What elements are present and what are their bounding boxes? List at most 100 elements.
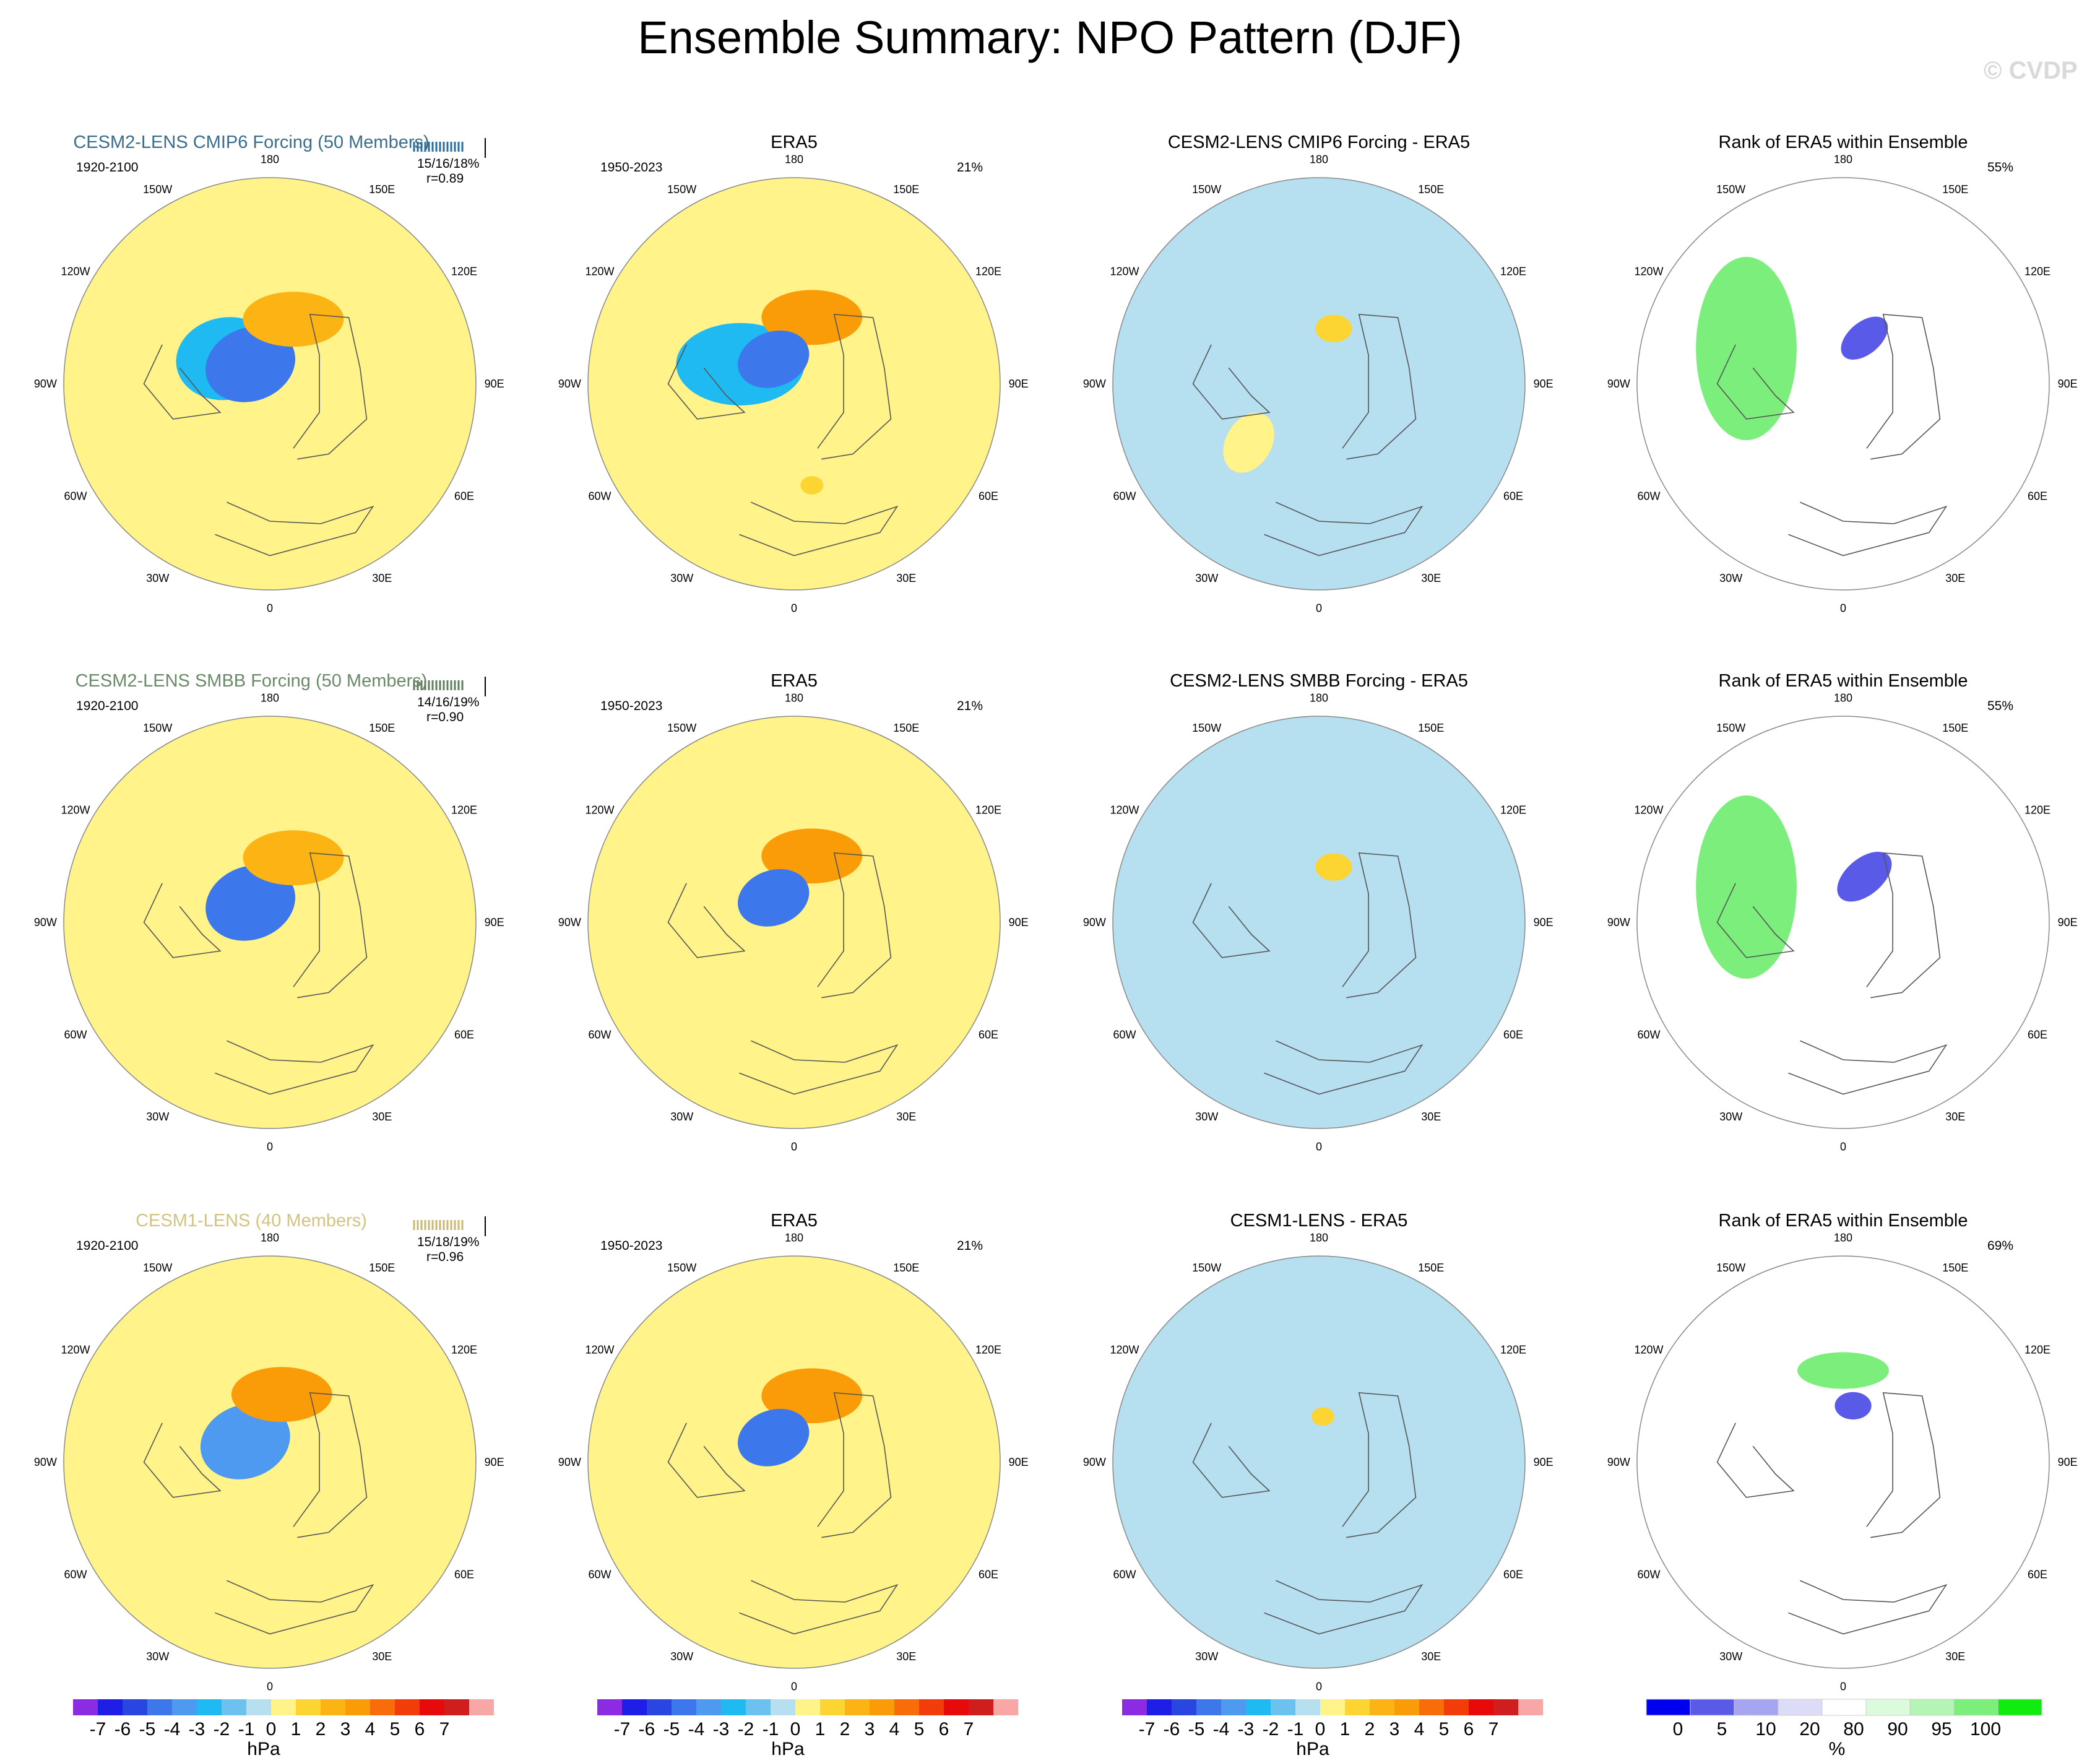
map-background [1113, 716, 1525, 1128]
colorbar-tick: -4 [164, 1719, 181, 1739]
colorbar-tick: -3 [713, 1719, 730, 1739]
colorbar-tick: 1 [291, 1719, 301, 1739]
lon-label-60w: 60W [1637, 490, 1660, 502]
colorbar-swatch [894, 1699, 919, 1715]
coast-3 [1264, 1580, 1424, 1635]
lon-label-150w: 150W [1716, 183, 1745, 196]
colorbar-tick: -6 [1164, 1719, 1180, 1739]
lon-label-120e: 120E [1500, 1344, 1526, 1356]
colorbar-hpa-2: -7 -6 -5 -4 -3 -2 -1 0 1 2 3 4 5 6 7 hPa [597, 1699, 1018, 1759]
colorbar-tick: -7 [90, 1719, 106, 1739]
coast-1 [143, 344, 222, 420]
model-stats: 15/18/19% [417, 1235, 479, 1249]
longitude-labels: 180 150E 120E 90E 60E 30E 0 30W 60W 90W 120W 150W [1083, 691, 1553, 1153]
colorbar-swatch [622, 1699, 647, 1715]
rank-swatch [1997, 1699, 2042, 1716]
coast-2 [1342, 313, 1417, 460]
colorbar-swatch [969, 1699, 993, 1715]
colorbar-tick: -6 [639, 1719, 655, 1739]
lon-label-0: 0 [267, 1141, 273, 1153]
lon-label-30w: 30W [1195, 1650, 1218, 1663]
lon-label-180: 180 [1834, 691, 1852, 704]
colorbar-swatch [1493, 1699, 1518, 1715]
pc-spread-bar [413, 138, 486, 158]
longitude-labels: 180 150E 120E 90E 60E 30E 0 30W 60W 90W 120W 150W [1607, 691, 2078, 1153]
panel-r1-c3: 180 150E 120E 90E 60E 30E 0 30W 60W 90W 120W 150W [1083, 153, 1553, 614]
rank-low-anomaly-2 [1841, 316, 1888, 360]
colorbar-swatch [1444, 1699, 1469, 1715]
era5-title: ERA5 [771, 671, 818, 691]
map-background [1113, 1256, 1525, 1668]
panel-r2-c4: 180 150E 120E 90E 60E 30E 0 30W 60W 90W 120W 150W [1607, 691, 2078, 1153]
cvdp-watermark: © CVDP [1984, 57, 2078, 84]
colorbar-swatch [1345, 1699, 1370, 1715]
rank-unit: % [1829, 1739, 1846, 1759]
panel-r2-c2: 180 150E 120E 90E 60E 30E 0 30W 60W 90W 120W 150W [558, 691, 1029, 1153]
lon-label-90w: 90W [34, 916, 57, 929]
era5-period: 1950-2023 [600, 699, 662, 713]
coastlines [1716, 852, 1948, 1095]
model-stats: 14/16/19% [417, 695, 479, 709]
lon-label-150w: 150W [1192, 183, 1221, 196]
colorbar-tick: 3 [865, 1719, 875, 1739]
high-anomaly-3 [243, 292, 344, 347]
lon-label-150w: 150W [143, 183, 172, 196]
colorbar-swatch [271, 1699, 296, 1715]
lon-label-120e: 120E [1500, 804, 1526, 817]
lon-label-180: 180 [1834, 153, 1852, 165]
lon-label-90e: 90E [1009, 1456, 1029, 1468]
lon-label-150e: 150E [1942, 1262, 1968, 1274]
lon-label-150e: 150E [1418, 183, 1444, 196]
map-background [1113, 178, 1525, 590]
coast-2 [1866, 852, 1941, 998]
map-field [588, 178, 1000, 590]
colorbar-swatch [444, 1699, 469, 1715]
coast-2 [1342, 1392, 1417, 1538]
colorbar-tick: 6 [415, 1719, 425, 1739]
map-border [587, 1255, 1001, 1669]
model-correlation: r=0.96 [426, 1250, 464, 1264]
lon-label-60e: 60E [2028, 490, 2047, 502]
lon-label-0: 0 [1840, 1141, 1846, 1153]
rank-swatch [1690, 1699, 1735, 1716]
lon-label-30w: 30W [1719, 1650, 1742, 1663]
coastlines [667, 852, 899, 1095]
coast-3 [1788, 501, 1948, 557]
map-border [1636, 1255, 2050, 1669]
colorbar-swatch [1196, 1699, 1221, 1715]
colorbar-tick: 0 [1315, 1719, 1326, 1739]
lon-label-0: 0 [267, 602, 273, 615]
colorbar-swatch [1246, 1699, 1271, 1715]
colorbar-tick: 7 [964, 1719, 974, 1739]
lon-label-60w: 60W [1637, 1028, 1660, 1041]
lon-label-60e: 60E [1503, 1568, 1523, 1580]
coastlines [1716, 313, 1948, 557]
lon-label-60e: 60E [454, 1028, 474, 1041]
lon-label-180: 180 [261, 153, 279, 165]
panel-r1-c1: 180 150E 120E 90E 60E 30E 0 30W 60W 90W 120W 150W [34, 153, 504, 614]
map-field [588, 716, 1000, 1128]
map-field [1113, 1256, 1525, 1668]
lon-label-150e: 150E [369, 1262, 395, 1274]
lon-label-150w: 150W [143, 722, 172, 734]
colorbar-swatch [1370, 1699, 1394, 1715]
lon-label-60e: 60E [2028, 1568, 2047, 1580]
colorbar-swatch [296, 1699, 321, 1715]
difference-title: CESM1-LENS - ERA5 [1230, 1211, 1408, 1231]
lon-label-30e: 30E [896, 1111, 916, 1123]
colorbar-swatch [820, 1699, 845, 1715]
lon-label-90e: 90E [2058, 916, 2078, 929]
colorbar-tick: 4 [889, 1719, 900, 1739]
lon-label-90w: 90W [558, 378, 581, 390]
colorbar-tick: 0 [266, 1719, 277, 1739]
colorbar-swatch [222, 1699, 246, 1715]
lon-label-60w: 60W [588, 490, 611, 502]
longitude-labels: 180 150E 120E 90E 60E 30E 0 30W 60W 90W 120W 150W [34, 1231, 504, 1692]
lon-label-30w: 30W [670, 572, 693, 584]
lon-label-0: 0 [1316, 1141, 1322, 1153]
lon-label-120e: 120E [2024, 804, 2050, 817]
map-border [1112, 177, 1526, 591]
lon-label-0: 0 [1316, 602, 1322, 615]
coast-1 [1192, 344, 1271, 420]
colorbar-tick: -2 [738, 1719, 754, 1739]
